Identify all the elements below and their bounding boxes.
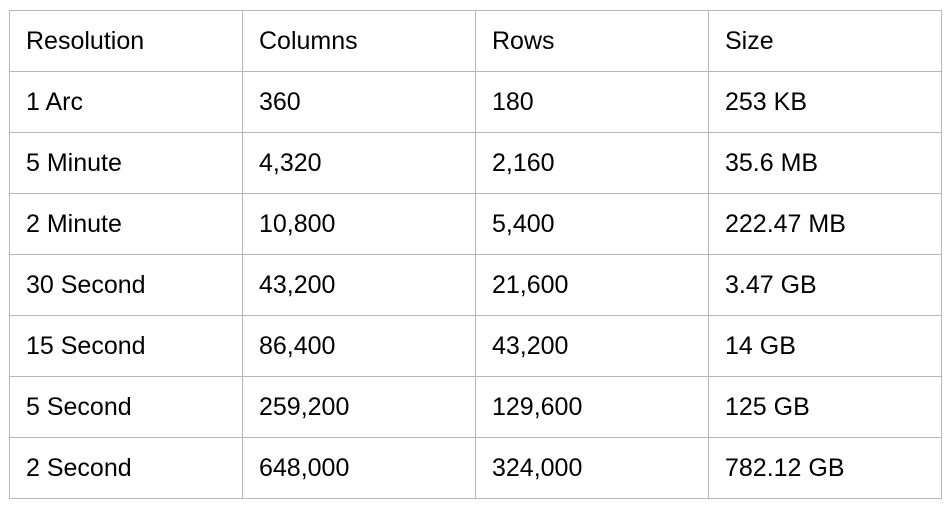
header-size: Size (708, 10, 942, 72)
cell-columns: 86,400 (242, 315, 476, 377)
header-rows: Rows (475, 10, 709, 72)
cell-columns: 648,000 (242, 437, 476, 499)
table-row: 30 Second 43,200 21,600 3.47 GB (9, 254, 942, 316)
table-row: 5 Minute 4,320 2,160 35.6 MB (9, 132, 942, 194)
table-row: 1 Arc 360 180 253 KB (9, 71, 942, 133)
cell-resolution: 2 Second (9, 437, 243, 499)
cell-rows: 43,200 (475, 315, 709, 377)
table-row: 2 Minute 10,800 5,400 222.47 MB (9, 193, 942, 255)
cell-rows: 21,600 (475, 254, 709, 316)
table-row: 5 Second 259,200 129,600 125 GB (9, 376, 942, 438)
header-columns: Columns (242, 10, 476, 72)
cell-size: 253 KB (708, 71, 942, 133)
cell-columns: 10,800 (242, 193, 476, 255)
table-row: 15 Second 86,400 43,200 14 GB (9, 315, 942, 377)
cell-resolution: 15 Second (9, 315, 243, 377)
cell-columns: 43,200 (242, 254, 476, 316)
cell-rows: 324,000 (475, 437, 709, 499)
cell-rows: 180 (475, 71, 709, 133)
table-body: 1 Arc 360 180 253 KB 5 Minute 4,320 2,16… (9, 71, 942, 499)
cell-rows: 2,160 (475, 132, 709, 194)
cell-size: 35.6 MB (708, 132, 942, 194)
data-table: Resolution Columns Rows Size 1 Arc 360 1… (9, 10, 942, 499)
table-header: Resolution Columns Rows Size (9, 10, 942, 72)
cell-columns: 4,320 (242, 132, 476, 194)
cell-columns: 259,200 (242, 376, 476, 438)
table-row: 2 Second 648,000 324,000 782.12 GB (9, 437, 942, 499)
header-resolution: Resolution (9, 10, 243, 72)
cell-resolution: 2 Minute (9, 193, 243, 255)
cell-rows: 5,400 (475, 193, 709, 255)
cell-size: 782.12 GB (708, 437, 942, 499)
cell-rows: 129,600 (475, 376, 709, 438)
cell-resolution: 5 Minute (9, 132, 243, 194)
header-row: Resolution Columns Rows Size (9, 10, 942, 72)
cell-size: 3.47 GB (708, 254, 942, 316)
cell-resolution: 1 Arc (9, 71, 243, 133)
cell-resolution: 5 Second (9, 376, 243, 438)
cell-size: 125 GB (708, 376, 942, 438)
cell-size: 14 GB (708, 315, 942, 377)
cell-resolution: 30 Second (9, 254, 243, 316)
cell-size: 222.47 MB (708, 193, 942, 255)
cell-columns: 360 (242, 71, 476, 133)
